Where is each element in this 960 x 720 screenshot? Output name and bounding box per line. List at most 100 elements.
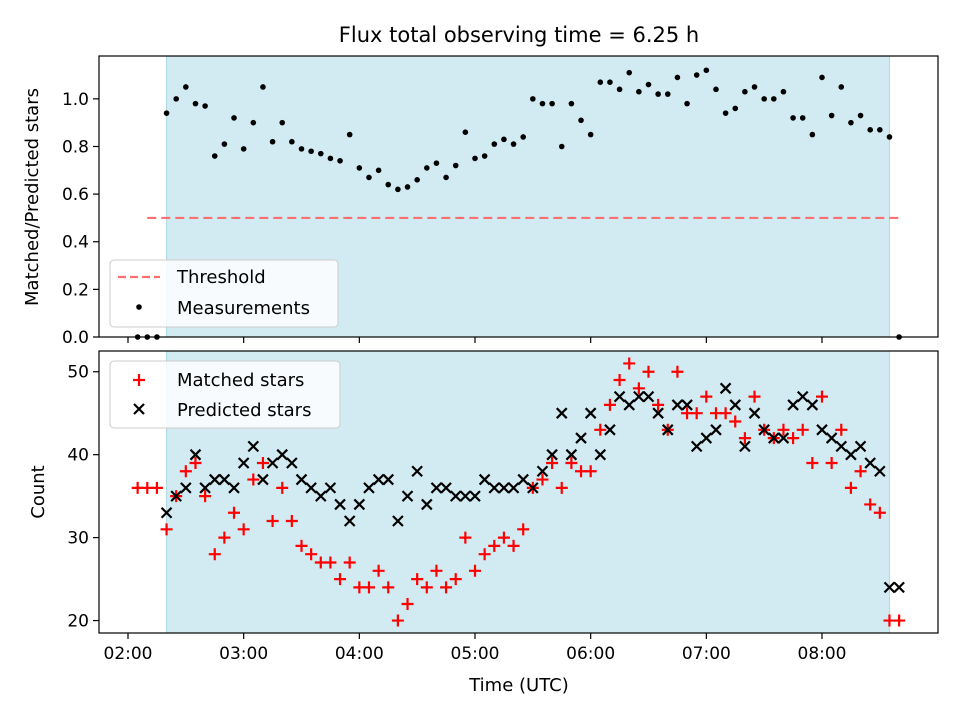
x-tick-label: 05:00 — [451, 644, 500, 664]
measurement-point — [491, 141, 498, 147]
matched-star-point — [285, 515, 298, 528]
predicted-star-point — [555, 407, 568, 419]
top-y-axis-label: Matched/Predicted stars — [22, 88, 43, 306]
matched-star-point — [864, 498, 877, 511]
y-tick-label: 0.6 — [62, 185, 89, 205]
measurement-point — [867, 127, 873, 133]
predicted-star-point — [633, 390, 645, 403]
predicted-star-point — [343, 515, 356, 527]
matched-star-point — [835, 423, 848, 436]
predicted-star-point — [266, 457, 279, 469]
measurement-point — [317, 150, 324, 157]
measurement-point — [674, 74, 681, 81]
predicted-star-point — [324, 482, 337, 494]
predicted-star-point — [189, 448, 202, 461]
measurement-point — [385, 181, 392, 188]
bottom-x-axis: 02:00 03:00 04:00 05:00 06:00 07:00 08:00 — [104, 633, 847, 664]
measurement-point — [751, 84, 758, 90]
measurement-point — [433, 160, 440, 166]
top-x-axis — [127, 337, 823, 343]
matched-star-point — [208, 548, 221, 561]
predicted-star-point — [845, 448, 857, 461]
measurement-point — [838, 84, 845, 90]
predicted-star-point — [729, 399, 742, 411]
matched-star-point — [690, 407, 703, 420]
matched-star-point — [671, 365, 684, 378]
matched-star-point — [806, 456, 819, 469]
predicted-star-point — [874, 465, 886, 478]
matched-star-point — [584, 465, 597, 478]
measurement-point — [501, 136, 507, 143]
legend-matched-swatch — [133, 374, 145, 386]
predicted-star-point — [237, 457, 250, 469]
measurement-point — [877, 127, 883, 133]
predicted-star-point — [527, 482, 539, 494]
matched-star-point — [546, 456, 559, 469]
y-tick-label: 20 — [67, 612, 89, 632]
measurement-point — [173, 96, 179, 102]
measurement-point — [298, 146, 305, 152]
measurement-point — [886, 134, 893, 140]
measurement-point — [163, 110, 170, 116]
bottom-legend: Matched stars Predicted stars — [109, 360, 341, 429]
measurement-point — [424, 165, 430, 171]
predicted-star-point — [180, 482, 192, 494]
matched-star-point — [440, 581, 453, 594]
measurement-point — [414, 177, 420, 183]
measurement-point — [366, 174, 372, 181]
measurement-point — [828, 112, 835, 119]
predicted-star-point — [565, 448, 578, 461]
matched-star-point — [873, 506, 886, 519]
y-tick-label: 0.8 — [62, 137, 89, 157]
predicted-star-point — [228, 482, 240, 494]
matched-star-point — [844, 481, 857, 494]
predicted-star-point — [796, 390, 809, 403]
predicted-star-point — [835, 440, 848, 453]
legend-matched-label: Matched stars — [177, 370, 304, 391]
measurement-point — [192, 100, 199, 107]
y-tick-label: 1.0 — [62, 90, 89, 110]
predicted-star-point — [440, 482, 452, 494]
y-tick-label: 40 — [67, 446, 89, 466]
measurement-point — [790, 115, 796, 121]
predicted-star-point — [642, 390, 655, 403]
matched-star-point — [372, 564, 385, 577]
measurement-point — [771, 96, 777, 102]
predicted-star-point — [748, 407, 761, 419]
matched-star-point — [218, 531, 231, 544]
legend-threshold-label: Threshold — [176, 267, 266, 288]
measurement-point — [780, 88, 787, 95]
predicted-star-point — [208, 473, 221, 486]
predicted-star-point — [517, 473, 529, 486]
top-panel: 0.0 0.2 0.4 0.6 0.8 1.0 Matched/Predicted sta… — [22, 55, 939, 348]
x-tick-label: 06:00 — [566, 644, 615, 664]
measurement-point — [713, 86, 719, 93]
predicted-star-point — [739, 440, 751, 453]
matched-star-point — [642, 365, 655, 378]
matched-star-point — [449, 573, 462, 586]
measurement-point — [636, 88, 642, 95]
predicted-star-point — [719, 382, 732, 395]
matched-star-point — [729, 415, 742, 428]
measurement-point — [462, 129, 469, 136]
matched-star-point — [459, 531, 472, 544]
matched-star-point — [430, 564, 443, 577]
predicted-star-point — [758, 424, 770, 436]
matched-star-point — [295, 539, 308, 552]
predicted-star-point — [825, 432, 838, 444]
matched-star-point — [700, 390, 713, 403]
bottom-plot-frame — [98, 350, 939, 634]
predicted-star-point — [363, 482, 375, 494]
predicted-star-point — [286, 457, 298, 469]
predicted-star-point — [787, 399, 799, 411]
matched-star-point — [420, 581, 433, 594]
measurement-point — [240, 146, 247, 152]
measurement-point — [558, 143, 565, 150]
measurement-point — [626, 69, 633, 76]
predicted-star-point — [469, 490, 481, 502]
measurement-point — [568, 100, 575, 107]
measurement-point — [395, 186, 401, 193]
matched-star-point — [478, 548, 491, 561]
matched-star-point — [555, 481, 568, 494]
